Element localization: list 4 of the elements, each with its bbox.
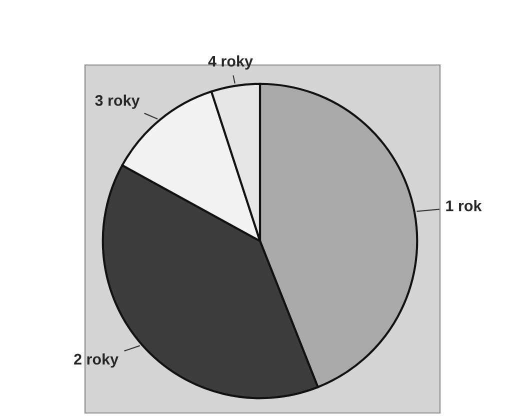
slice-label: 1 rok bbox=[446, 200, 482, 212]
slice-label: 3 roky bbox=[95, 94, 140, 109]
slice-label: 2 roky bbox=[74, 353, 118, 368]
slice-label: 4 roky bbox=[208, 55, 253, 70]
